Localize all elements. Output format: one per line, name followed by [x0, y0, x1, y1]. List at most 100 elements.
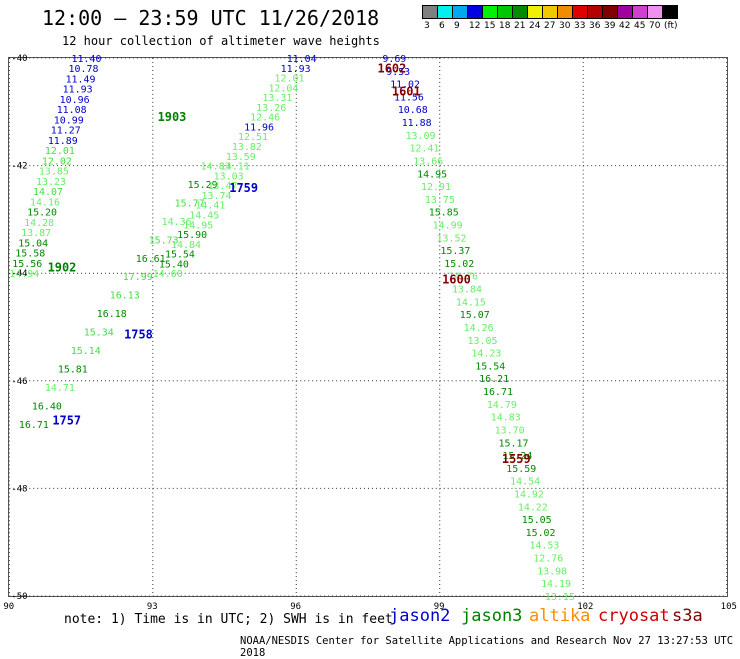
- legend-swatch: [422, 5, 438, 19]
- wave-height-value: 11.27: [51, 126, 81, 137]
- wave-height-value: 15.05: [522, 515, 552, 526]
- legend-label: (ft): [664, 21, 678, 31]
- pass-time-label: 1601: [392, 84, 421, 98]
- wave-height-value: 14.95: [183, 220, 213, 231]
- latitude-label: -48: [11, 484, 27, 494]
- wave-height-value: 15.04: [18, 238, 48, 249]
- legend-label: 39: [604, 21, 616, 31]
- wave-height-value: 13.15: [545, 592, 575, 603]
- wave-height-value: 14.11: [220, 162, 250, 173]
- wave-height-value: 14.76: [448, 272, 478, 283]
- pass-time-label: 1903: [158, 110, 187, 124]
- legend-swatch: [557, 5, 573, 19]
- wave-height-value: 12.01: [275, 74, 305, 85]
- legend-swatch: [662, 5, 678, 19]
- wave-height-value: 16.18: [97, 309, 127, 320]
- wave-height-value: 15.58: [15, 249, 45, 260]
- wave-height-value: 9.69: [382, 54, 406, 65]
- wave-height-value: 13.47: [208, 181, 238, 192]
- wave-height-value: 15.02: [526, 528, 556, 539]
- satellite-legend-cryosat: cryosat: [598, 606, 670, 626]
- wave-height-value: 14.28: [24, 218, 54, 229]
- wave-height-value: 14.95: [417, 169, 447, 180]
- wave-height-value: 16.40: [32, 401, 62, 412]
- wave-height-value: 14.36: [162, 217, 192, 228]
- wave-height-value: 13.05: [468, 336, 498, 347]
- wave-height-value: 11.49: [66, 74, 96, 85]
- legend-swatch: [587, 5, 603, 19]
- wave-height-value: 14.16: [30, 197, 60, 208]
- wave-height-value: 13.82: [232, 142, 262, 153]
- legend-label: 30: [559, 21, 571, 31]
- wave-height-value: 12.76: [533, 554, 563, 565]
- chart-title: 12:00 — 23:59 UTC 11/26/2018: [42, 6, 380, 30]
- legend-swatch: [527, 5, 543, 19]
- legend-swatch: [542, 5, 558, 19]
- wave-height-value: 12.46: [250, 113, 280, 124]
- latitude-label: -42: [11, 162, 27, 172]
- wave-height-value: 13.98: [537, 566, 567, 577]
- latitude-label: -44: [11, 269, 27, 279]
- legend-swatch: [512, 5, 528, 19]
- legend-swatches: [422, 5, 740, 19]
- wave-height-value: 13.70: [495, 425, 525, 436]
- wave-height-value: 14.79: [487, 400, 517, 411]
- wave-height-value: 14.41: [195, 201, 225, 212]
- wave-height-value: 15.24: [502, 451, 532, 462]
- wave-height-value: 16.71: [483, 387, 513, 398]
- wave-height-value: 15.17: [498, 438, 528, 449]
- wave-height-value: 11.93: [63, 85, 93, 96]
- wave-height-value: 13.87: [21, 228, 51, 239]
- pass-time-label: 1602: [378, 62, 407, 76]
- wave-height-value: 13.26: [256, 103, 286, 114]
- legend-swatch: [632, 5, 648, 19]
- legend-label: 15: [484, 21, 496, 31]
- wave-height-value: 15.54: [165, 250, 195, 261]
- wave-height-value: 14.22: [518, 502, 548, 513]
- wave-height-value: 16.71: [19, 420, 49, 431]
- wave-height-value: 12.04: [268, 83, 298, 94]
- legend-swatch: [437, 5, 453, 19]
- wave-height-value: 15.73: [149, 235, 179, 246]
- legend-label: 33: [574, 21, 586, 31]
- wave-height-value: 14.83: [491, 413, 521, 424]
- wave-height-value: 15.54: [475, 361, 505, 372]
- longitude-label: 105: [721, 602, 737, 612]
- legend-label: 6: [439, 21, 445, 31]
- satellite-legend-s3a: s3a: [672, 606, 703, 626]
- wave-height-value: 13.09: [406, 131, 436, 142]
- wave-height-value: 14.23: [471, 349, 501, 360]
- pass-time-label: 1559: [502, 452, 531, 466]
- legend-swatch: [497, 5, 513, 19]
- wave-height-value: 14.99: [433, 221, 463, 232]
- credit-line: NOAA/NESDIS Center for Satellite Applica…: [240, 635, 734, 659]
- wave-height-value: 12.91: [421, 182, 451, 193]
- footer-note: note: 1) Time is in UTC; 2) SWH is in fe…: [64, 612, 393, 627]
- wave-height-value: 10.99: [54, 115, 84, 126]
- wave-height-value: 12.02: [42, 156, 72, 167]
- wave-height-value: 16.13: [110, 291, 140, 302]
- wave-height-value: 15.07: [460, 310, 490, 321]
- satellite-legend-altika: altika: [529, 606, 591, 626]
- legend-label: 27: [544, 21, 556, 31]
- legend-label: 70: [649, 21, 661, 31]
- wave-height-value: 14.53: [529, 541, 559, 552]
- wave-height-value: 15.90: [177, 230, 207, 241]
- legend-label: 21: [514, 21, 526, 31]
- wave-height-value: 14.07: [33, 187, 63, 198]
- wave-height-value: 15.34: [84, 328, 114, 339]
- longitude-label: 93: [147, 602, 158, 612]
- wave-height-value: 15.20: [27, 208, 57, 219]
- legend-label: 42: [619, 21, 631, 31]
- wave-height-value: 13.52: [437, 233, 467, 244]
- wave-height-value: 11.56: [394, 92, 424, 103]
- legend-swatch: [647, 5, 663, 19]
- wave-height-value: 14.45: [189, 210, 219, 221]
- wave-height-value: 13.31: [262, 93, 292, 104]
- wave-height-value: 13.75: [425, 195, 455, 206]
- wave-height-value: 15.37: [440, 246, 470, 257]
- wave-height-value: 15.02: [444, 259, 474, 270]
- wave-height-value: 14.92: [514, 490, 544, 501]
- legend-swatch: [452, 5, 468, 19]
- wave-height-value: 15.56: [12, 259, 42, 270]
